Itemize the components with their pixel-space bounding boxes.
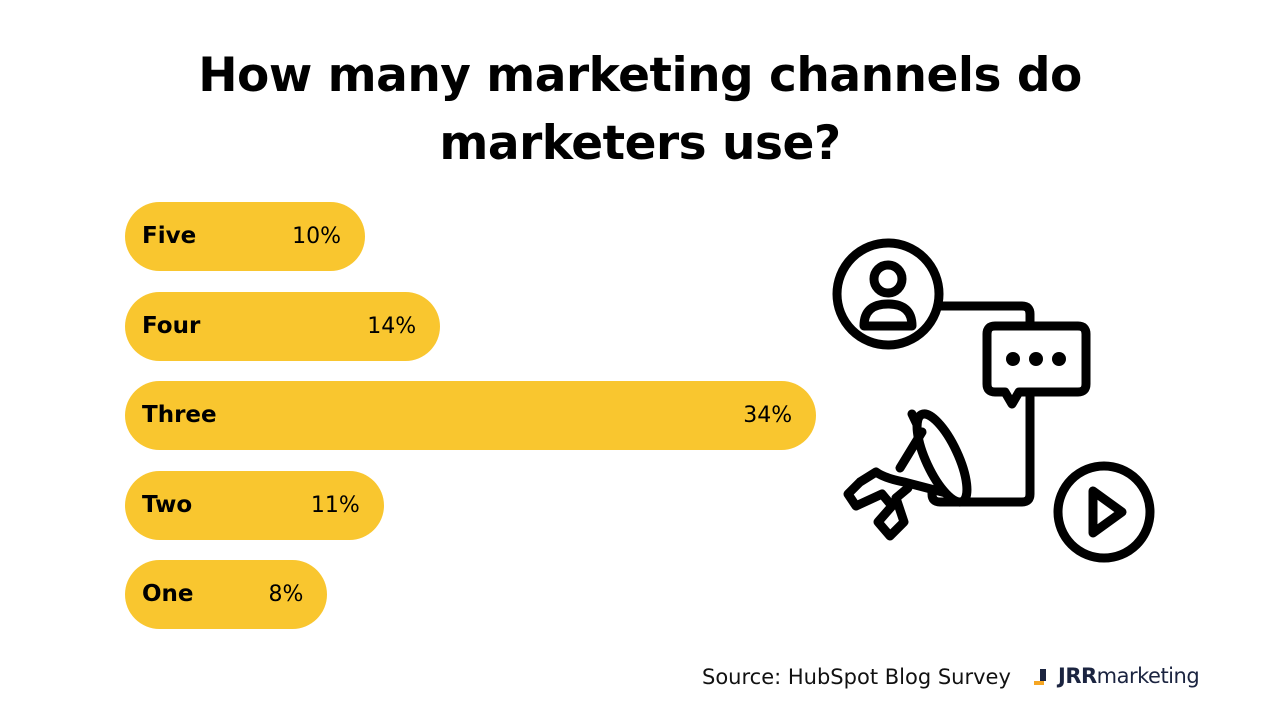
chart-title: How many marketing channels do marketers… [0,42,1280,178]
bar-category-label: Four [142,312,201,339]
jrr-marketing-logo: JRR marketing [1032,662,1200,690]
megaphone-icon [843,409,972,541]
bar-value-label: 8% [268,582,304,607]
bar-category-label: One [142,581,194,607]
bar-value-label: 11% [310,492,360,518]
bar-one: One 8% [125,560,328,629]
logo-text-light: marketing [1096,664,1200,688]
play-icon [1053,461,1155,563]
logo-mark-icon [1034,669,1046,685]
bar-two: Two 11% [125,470,384,540]
bar-category-label: Three [142,402,217,428]
bar-three: Three 34% [125,381,817,450]
chart-title-line-2: marketers use? [439,116,841,171]
logo-text-bold: JRR [1058,664,1097,688]
source-note: Source: HubSpot Blog Survey [702,665,1011,689]
bar-five: Five 10% [125,202,365,271]
bar-four: Four 14% [125,291,441,361]
bar-category-label: Two [142,491,193,518]
chart-title-line-1: How many marketing channels do [198,48,1082,103]
user-icon [832,238,944,350]
bar-value-label: 34% [743,403,793,428]
bar-chart: Five 10% Four 14% Three 34% Two 11% One 8% [125,202,817,632]
bar-category-label: Five [142,223,197,249]
marketing-illustration [832,238,1155,563]
bar-value-label: 14% [367,313,417,339]
phone-icon [927,301,1035,507]
bar-value-label: 10% [292,224,341,249]
